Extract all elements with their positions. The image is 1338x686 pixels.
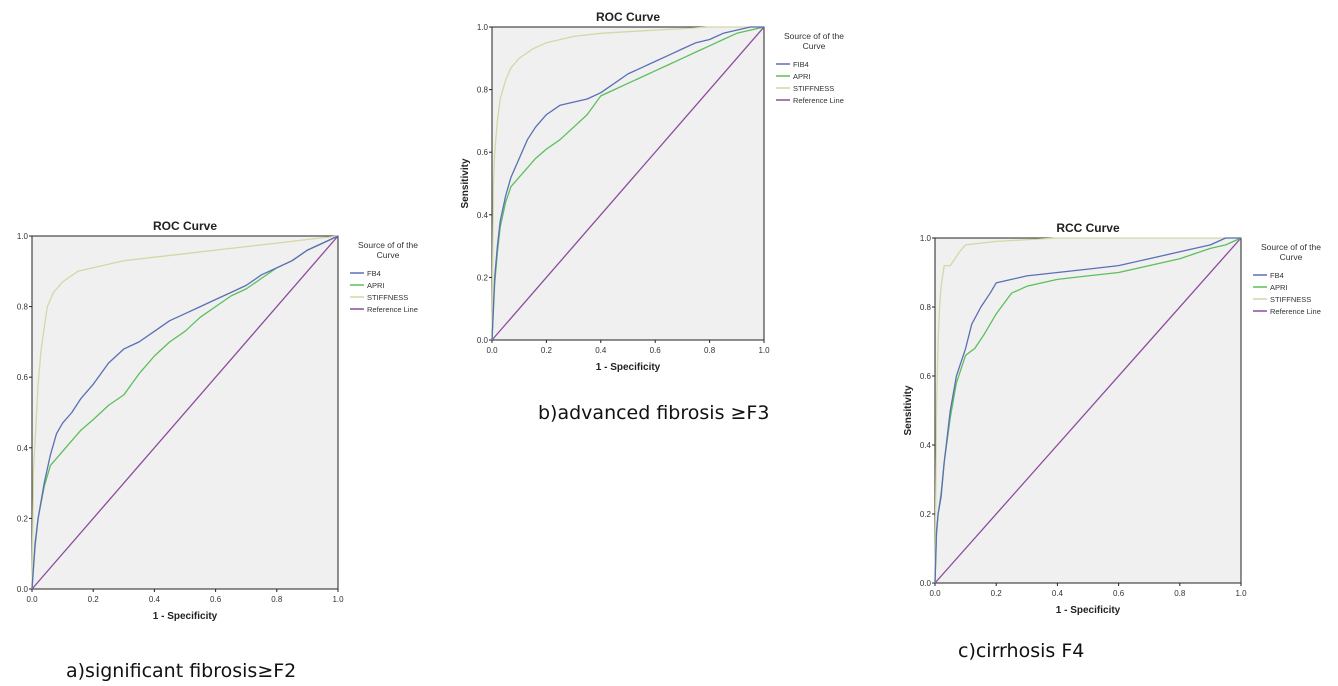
legend-title: Source of of the bbox=[1261, 242, 1321, 252]
legend-label-stiffness: STIFFNESS bbox=[1270, 295, 1311, 304]
y-axis-label: Sensitivity bbox=[460, 158, 471, 208]
x-tick-label: 0.4 bbox=[595, 346, 607, 355]
x-tick-label: 1.0 bbox=[1235, 589, 1247, 598]
series-line-stiffness bbox=[491, 26, 764, 341]
y-tick-label: 0.0 bbox=[477, 336, 489, 345]
roc-chart-advanced-fibrosis: ROC Curve 0.0 0.2 0.4 0.6 0.8 1.0 0.0 0.2 0.4 0.6 0… bbox=[460, 10, 844, 373]
series-line-stiffness bbox=[934, 237, 1241, 584]
y-axis-label: Sensitivity bbox=[903, 385, 914, 435]
legend-label-fib4: FIB4 bbox=[793, 60, 809, 69]
x-tick-label: 0.8 bbox=[1174, 589, 1186, 598]
series-line-apri bbox=[491, 26, 765, 341]
x-tick-label: 0.2 bbox=[88, 595, 100, 604]
y-tick-label: 0.6 bbox=[17, 373, 29, 382]
legend-label-stiffness: STIFFNESS bbox=[793, 84, 834, 93]
x-axis-label: 1 - Specificity bbox=[596, 362, 661, 373]
x-tick-label: 1.0 bbox=[758, 346, 770, 355]
legend-label-apri: APRI bbox=[1270, 283, 1288, 292]
series-line-fb4 bbox=[31, 235, 339, 590]
y-tick-label: 0.6 bbox=[920, 372, 932, 381]
caption-cirrhosis: c)cirrhosis F4 bbox=[958, 640, 1085, 662]
legend-label-reference-line: Reference Line bbox=[1270, 307, 1321, 316]
y-tick-label: 0.0 bbox=[17, 585, 29, 594]
x-tick-label: 0.2 bbox=[541, 346, 553, 355]
y-tick-label: 0.8 bbox=[17, 303, 29, 312]
series-line-reference-line bbox=[31, 235, 339, 590]
roc-chart-significant-fibrosis: ROC Curve 0.0 0.2 0.4 0.6 0.8 1.0 0.0 0.2 0.4 0.6 0… bbox=[17, 219, 418, 622]
legend-label-stiffness: STIFFNESS bbox=[367, 293, 408, 302]
y-tick-label: 0.2 bbox=[477, 273, 489, 282]
y-tick-label: 1.0 bbox=[17, 232, 29, 241]
y-tick-label: 0.4 bbox=[920, 441, 932, 450]
chart-title: ROC Curve bbox=[153, 219, 217, 233]
y-tick-label: 1.0 bbox=[920, 234, 932, 243]
caption-advanced-fibrosis: b)advanced fibrosis ≥F3 bbox=[538, 402, 770, 424]
x-tick-label: 0.4 bbox=[149, 595, 161, 604]
x-tick-label: 0.6 bbox=[1113, 589, 1125, 598]
legend-title: Source of of the bbox=[784, 31, 844, 41]
chart-title: ROC Curve bbox=[596, 10, 660, 24]
legend-label-reference-line: Reference Line bbox=[793, 96, 844, 105]
x-axis-label: 1 - Specificity bbox=[153, 611, 218, 622]
chart-title: RCC Curve bbox=[1056, 221, 1120, 235]
y-tick-label: 0.6 bbox=[477, 148, 489, 157]
legend-label-fb4: FB4 bbox=[367, 269, 381, 278]
legend-title: Curve bbox=[1280, 252, 1303, 262]
x-tick-label: 0.8 bbox=[704, 346, 716, 355]
legend-label-apri: APRI bbox=[793, 72, 811, 81]
y-tick-label: 0.8 bbox=[920, 303, 932, 312]
y-tick-label: 1.0 bbox=[477, 23, 489, 32]
x-tick-label: 0.6 bbox=[650, 346, 662, 355]
x-tick-label: 0.0 bbox=[486, 346, 498, 355]
x-tick-label: 0.8 bbox=[271, 595, 283, 604]
legend-title: Source of of the bbox=[358, 240, 418, 250]
legend-title: Curve bbox=[377, 250, 400, 260]
legend-title: Curve bbox=[803, 41, 826, 51]
x-tick-label: 0.6 bbox=[210, 595, 222, 604]
series-line-reference-line bbox=[934, 237, 1242, 584]
y-tick-label: 0.0 bbox=[920, 579, 932, 588]
y-tick-label: 0.4 bbox=[477, 211, 489, 220]
x-axis-label: 1 - Specificity bbox=[1056, 605, 1121, 616]
series-line-stiffness bbox=[31, 235, 339, 590]
series-line-fb4 bbox=[934, 237, 1241, 584]
series-line-reference-line bbox=[491, 26, 765, 341]
y-tick-label: 0.4 bbox=[17, 444, 29, 453]
x-tick-label: 0.0 bbox=[929, 589, 941, 598]
caption-significant-fibrosis: a)significant fibrosis≥F2 bbox=[66, 660, 297, 682]
y-tick-label: 0.2 bbox=[920, 510, 932, 519]
legend-label-fb4: FB4 bbox=[1270, 271, 1284, 280]
series-line-fib4 bbox=[491, 26, 764, 341]
x-tick-label: 0.2 bbox=[991, 589, 1003, 598]
y-tick-label: 0.8 bbox=[477, 86, 489, 95]
x-tick-label: 0.0 bbox=[26, 595, 38, 604]
legend-label-reference-line: Reference Line bbox=[367, 305, 418, 314]
x-tick-label: 1.0 bbox=[332, 595, 344, 604]
legend-label-apri: APRI bbox=[367, 281, 385, 290]
x-tick-label: 0.4 bbox=[1052, 589, 1064, 598]
y-tick-label: 0.2 bbox=[17, 514, 29, 523]
roc-chart-cirrhosis: RCC Curve 0.0 0.2 0.4 0.6 0.8 1.0 0.0 0.2 0.4 0.6 0… bbox=[903, 221, 1321, 616]
